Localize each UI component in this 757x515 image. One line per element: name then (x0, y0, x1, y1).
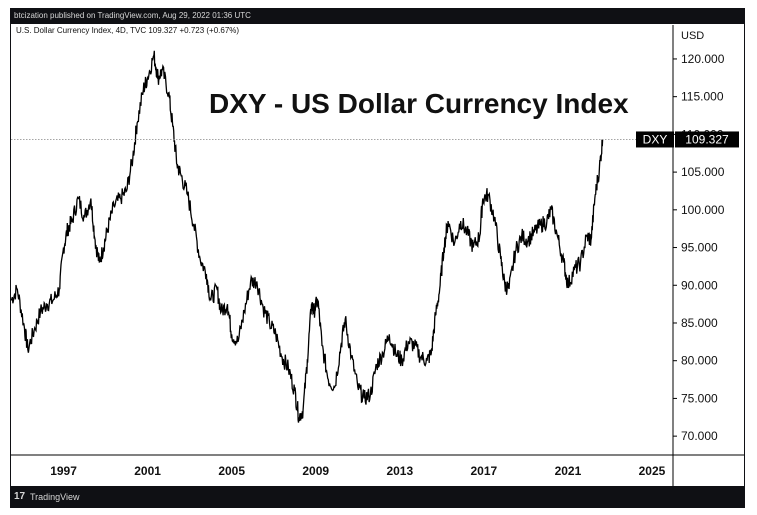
tradingview-logo-icon: 17 (14, 491, 26, 502)
y-tick-label: 85.000 (681, 316, 718, 330)
y-tick-label: 75.000 (681, 391, 718, 405)
price-symbol: DXY (643, 132, 668, 146)
price-symbol-box (636, 131, 674, 148)
footer-bar: 17 TradingView (10, 486, 745, 508)
price-label: DXY 109.327 (636, 131, 739, 148)
y-tick-label: 120.000 (681, 52, 725, 66)
x-tick-label: 2009 (302, 464, 329, 478)
y-tick-label: 90.000 (681, 278, 718, 292)
tradingview-brand[interactable]: TradingView (30, 492, 80, 502)
x-tick-label: 2001 (134, 464, 161, 478)
y-tick-label: 95.000 (681, 241, 718, 255)
chart-title: DXY - US Dollar Currency Index (209, 88, 629, 119)
published-text: btcization published on TradingView.com,… (14, 11, 251, 20)
dxy-line (10, 50, 604, 423)
x-tick-label: 2025 (639, 464, 666, 478)
x-tick-label: 2005 (218, 464, 245, 478)
x-tick-label: 2021 (555, 464, 582, 478)
x-tick-label: 2013 (386, 464, 413, 478)
y-tick-label: 70.000 (681, 429, 718, 443)
symbol-legend: U.S. Dollar Currency Index, 4D, TVC 109.… (16, 26, 240, 35)
price-value: 109.327 (685, 132, 729, 146)
price-value-box (675, 131, 739, 148)
chart-area[interactable] (10, 24, 745, 486)
axes-group: 70.000 75.000 80.000 85.000 90.000 95.000 100.… (11, 25, 744, 486)
right-border (744, 24, 745, 486)
x-tick-label: 1997 (50, 464, 77, 478)
y-axis-unit: USD (681, 30, 704, 42)
published-bar: btcization published on TradingView.com,… (10, 8, 745, 24)
y-tick-label: 105.000 (681, 165, 725, 179)
y-tick-label: 115.000 (681, 90, 724, 104)
x-tick-label: 2017 (471, 464, 498, 478)
left-border (10, 24, 11, 486)
y-tick-label: 100.000 (681, 203, 725, 217)
y-tick-label: 80.000 (681, 354, 718, 368)
